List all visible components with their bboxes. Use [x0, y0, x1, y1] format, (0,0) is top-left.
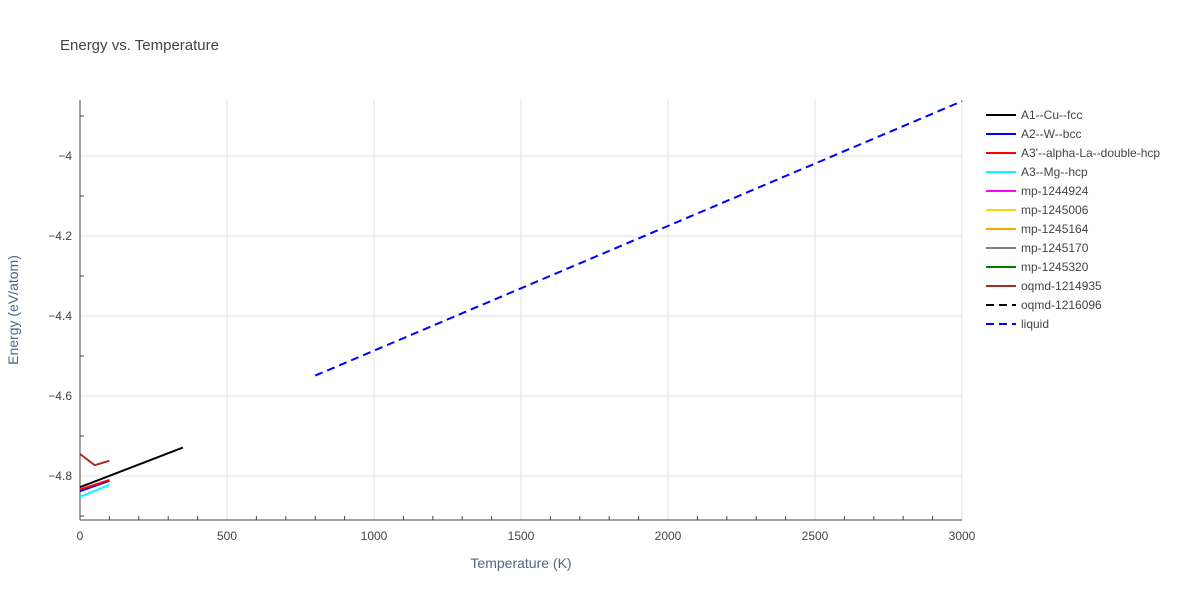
x-tick-label: 1500 — [508, 529, 535, 543]
x-tick-label: 500 — [217, 529, 237, 543]
legend-label: mp-1244924 — [1021, 184, 1089, 198]
legend-item[interactable]: mp-1245170 — [986, 241, 1089, 255]
series-line-a1-cu-fcc — [79, 446, 184, 489]
y-axis-title: Energy (eV/atom) — [5, 255, 21, 365]
x-tick-label: 2500 — [802, 529, 829, 543]
x-axis-title: Temperature (K) — [470, 555, 571, 571]
legend-label: mp-1245170 — [1021, 241, 1089, 255]
legend-label: A3'--alpha-La--double-hcp — [1021, 146, 1160, 160]
legend-label: A3--Mg--hcp — [1021, 165, 1088, 179]
legend-item[interactable]: A1--Cu--fcc — [986, 108, 1082, 122]
series-line-a3-alpha-la-double-hcp — [79, 479, 110, 491]
tick-labels: 0 500 1000 1500 2000 2500 3000 −4.8 −4.6 −4.4 −4.2… — [48, 149, 975, 543]
legend[interactable]: A1--Cu--fcc A2--W--bcc A3'--alpha-La--doub… — [986, 108, 1160, 331]
y-tick-label: −4.2 — [48, 229, 72, 243]
x-tick-label: 2000 — [655, 529, 682, 543]
legend-label: oqmd-1216096 — [1021, 298, 1102, 312]
legend-label: mp-1245320 — [1021, 260, 1089, 274]
x-tick-label: 0 — [77, 529, 84, 543]
legend-label: A1--Cu--fcc — [1021, 108, 1082, 122]
legend-item[interactable]: oqmd-1216096 — [986, 298, 1102, 312]
legend-item[interactable]: mp-1245006 — [986, 203, 1089, 217]
legend-label: oqmd-1214935 — [1021, 279, 1102, 293]
legend-item[interactable]: oqmd-1214935 — [986, 279, 1102, 293]
legend-item[interactable]: mp-1245320 — [986, 260, 1089, 274]
plot-series — [79, 100, 963, 498]
legend-item[interactable]: mp-1244924 — [986, 184, 1089, 198]
legend-label: mp-1245164 — [1021, 222, 1089, 236]
legend-item[interactable]: mp-1245164 — [986, 222, 1089, 236]
series-line-liquid — [314, 100, 963, 377]
series-line-a3-mg-hcp — [79, 483, 110, 498]
axes — [79, 100, 962, 521]
legend-item[interactable]: A3--Mg--hcp — [986, 165, 1088, 179]
y-tick-label: −4 — [58, 149, 72, 163]
y-tick-label: −4.8 — [48, 469, 72, 483]
y-tick-label: −4.4 — [48, 309, 72, 323]
legend-item[interactable]: liquid — [986, 317, 1049, 331]
legend-item[interactable]: A2--W--bcc — [986, 127, 1081, 141]
legend-label: liquid — [1021, 317, 1049, 331]
grid-lines — [80, 100, 963, 520]
chart-title: Energy vs. Temperature — [60, 37, 219, 54]
x-tick-label: 1000 — [361, 529, 388, 543]
y-tick-label: −4.6 — [48, 389, 72, 403]
series-line-oqmd-1214935 — [79, 453, 110, 467]
x-tick-label: 3000 — [949, 529, 976, 543]
legend-label: mp-1245006 — [1021, 203, 1089, 217]
legend-item[interactable]: A3'--alpha-La--double-hcp — [986, 146, 1160, 160]
legend-label: A2--W--bcc — [1021, 127, 1081, 141]
